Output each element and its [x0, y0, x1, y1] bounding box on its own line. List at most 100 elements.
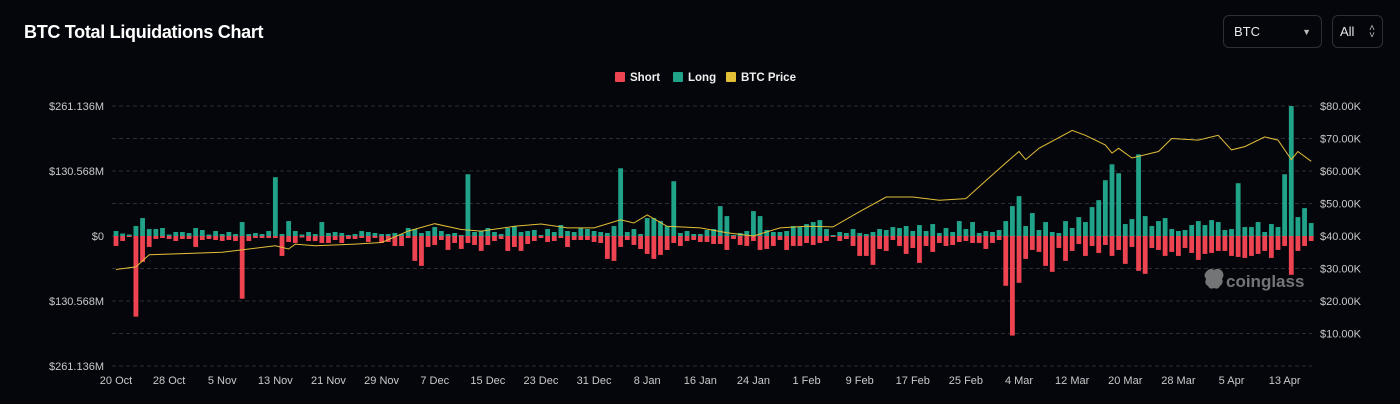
long-bar[interactable] — [1003, 221, 1009, 236]
long-bar[interactable] — [1043, 222, 1048, 236]
short-bar[interactable] — [1043, 236, 1048, 266]
short-bar[interactable] — [206, 236, 212, 239]
long-bar[interactable] — [1149, 226, 1155, 236]
short-bar[interactable] — [551, 236, 557, 241]
long-bar[interactable] — [1275, 227, 1281, 236]
long-bar[interactable] — [113, 231, 119, 236]
short-bar[interactable] — [1215, 236, 1221, 251]
short-bar[interactable] — [890, 236, 896, 240]
short-bar[interactable] — [1023, 236, 1029, 259]
long-bar[interactable] — [266, 231, 272, 236]
short-bar[interactable] — [272, 236, 278, 238]
short-bar[interactable] — [392, 236, 398, 246]
short-bar[interactable] — [505, 236, 511, 251]
short-bar[interactable] — [1029, 236, 1035, 250]
short-bar[interactable] — [897, 236, 902, 246]
legend-short-label[interactable]: Short — [630, 72, 660, 84]
long-bar[interactable] — [923, 231, 929, 236]
long-bar[interactable] — [917, 225, 922, 236]
long-bar[interactable] — [890, 227, 896, 236]
short-bar[interactable] — [697, 236, 703, 242]
short-bar[interactable] — [465, 236, 471, 243]
long-bar[interactable] — [1229, 229, 1234, 236]
long-bar[interactable] — [996, 230, 1002, 236]
short-bar[interactable] — [565, 236, 570, 247]
short-bar[interactable] — [226, 236, 232, 240]
short-bar[interactable] — [319, 236, 325, 243]
long-bar[interactable] — [166, 234, 172, 236]
long-bar[interactable] — [777, 232, 783, 236]
long-bar[interactable] — [372, 233, 378, 236]
long-bar[interactable] — [399, 234, 404, 236]
long-bar[interactable] — [1162, 218, 1168, 236]
short-bar[interactable] — [976, 236, 982, 243]
long-bar[interactable] — [744, 231, 750, 236]
long-bar[interactable] — [226, 232, 232, 236]
short-bar[interactable] — [1096, 236, 1102, 253]
short-bar[interactable] — [591, 236, 597, 242]
short-bar[interactable] — [1275, 236, 1281, 250]
long-bar[interactable] — [1308, 223, 1314, 236]
long-bar[interactable] — [704, 230, 710, 236]
long-bar[interactable] — [857, 233, 863, 236]
short-bar[interactable] — [863, 236, 869, 256]
short-bar[interactable] — [1162, 236, 1168, 256]
long-bar[interactable] — [126, 234, 132, 236]
long-bar[interactable] — [711, 229, 716, 236]
short-bar[interactable] — [598, 236, 604, 243]
long-bar[interactable] — [976, 233, 982, 236]
short-bar[interactable] — [1235, 236, 1241, 257]
long-bar[interactable] — [1209, 220, 1214, 236]
long-bar[interactable] — [983, 231, 989, 236]
long-bar[interactable] — [844, 233, 849, 236]
long-bar[interactable] — [910, 231, 916, 236]
long-bar[interactable] — [1189, 225, 1195, 236]
short-bar[interactable] — [1202, 236, 1208, 254]
short-bar[interactable] — [943, 236, 949, 246]
short-bar[interactable] — [777, 236, 783, 240]
short-bar[interactable] — [385, 236, 391, 242]
long-bar[interactable] — [438, 231, 444, 236]
range-select[interactable]: All ˄ ˅ — [1332, 15, 1383, 48]
short-bar[interactable] — [618, 236, 624, 247]
short-bar[interactable] — [571, 236, 577, 240]
long-bar[interactable] — [1122, 224, 1128, 236]
short-bar[interactable] — [438, 236, 444, 240]
long-bar[interactable] — [684, 231, 690, 236]
long-bar[interactable] — [1136, 154, 1141, 236]
short-bar[interactable] — [883, 236, 889, 251]
short-bar[interactable] — [963, 236, 969, 241]
short-bar[interactable] — [731, 236, 736, 239]
long-bar[interactable] — [897, 228, 902, 236]
long-bar[interactable] — [492, 232, 497, 236]
short-bar[interactable] — [1242, 236, 1248, 258]
long-bar[interactable] — [332, 232, 338, 236]
short-bar[interactable] — [857, 236, 863, 256]
short-bar[interactable] — [770, 236, 776, 246]
short-bar[interactable] — [153, 236, 159, 239]
short-bar[interactable] — [956, 236, 962, 242]
short-bar[interactable] — [664, 236, 670, 250]
short-bar[interactable] — [213, 236, 218, 240]
long-bar[interactable] — [512, 226, 517, 236]
long-bar[interactable] — [286, 221, 292, 236]
long-bar[interactable] — [279, 234, 285, 236]
long-bar[interactable] — [306, 232, 311, 236]
short-bar[interactable] — [1010, 236, 1015, 336]
long-bar[interactable] — [810, 222, 816, 236]
short-bar[interactable] — [458, 236, 464, 249]
long-bar[interactable] — [1268, 224, 1274, 236]
short-bar[interactable] — [1182, 236, 1188, 248]
short-bar[interactable] — [684, 236, 690, 241]
short-bar[interactable] — [412, 236, 418, 261]
long-bar[interactable] — [930, 224, 936, 236]
short-bar[interactable] — [332, 236, 338, 240]
long-bar[interactable] — [1056, 233, 1062, 236]
short-bar[interactable] — [1169, 236, 1175, 252]
short-bar[interactable] — [266, 236, 272, 238]
long-bar[interactable] — [219, 234, 225, 236]
long-bar[interactable] — [319, 222, 325, 236]
long-bar[interactable] — [631, 229, 637, 236]
long-bar[interactable] — [797, 227, 803, 236]
long-bar[interactable] — [432, 227, 438, 236]
